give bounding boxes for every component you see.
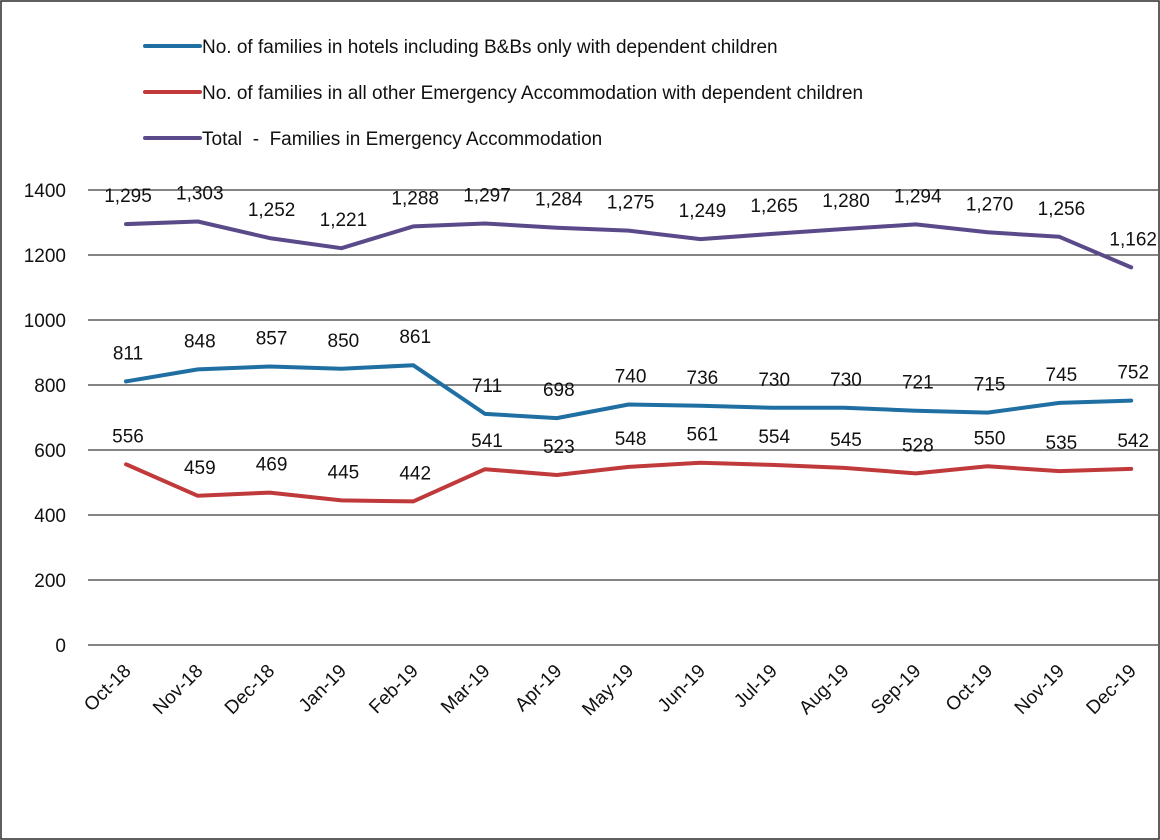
data-label: 528 [902, 435, 934, 456]
data-label: 752 [1117, 363, 1149, 384]
data-label: 715 [974, 375, 1006, 396]
data-label: 1,280 [822, 191, 870, 212]
data-label: 442 [399, 463, 431, 484]
data-label: 1,303 [176, 184, 224, 205]
data-label: 541 [471, 431, 503, 452]
legend: No. of families in hotels including B&Bs… [143, 37, 863, 150]
y-tick-label: 1200 [24, 246, 66, 267]
series-line-1 [124, 363, 1134, 421]
data-label: 556 [112, 426, 144, 447]
data-label: 535 [1046, 433, 1078, 454]
data-label: 523 [543, 437, 575, 458]
data-label: 857 [256, 328, 288, 349]
data-label: 1,256 [1038, 199, 1086, 220]
data-label: 861 [399, 327, 431, 348]
legend-label-2: No. of families in all other Emergency A… [202, 83, 863, 104]
data-label: 469 [256, 455, 288, 476]
data-label: 711 [472, 376, 502, 397]
data-label: 1,275 [607, 193, 655, 214]
data-label: 459 [184, 458, 216, 479]
data-label: 1,249 [679, 201, 727, 222]
data-label: 721 [902, 373, 934, 394]
data-label: 548 [615, 429, 647, 450]
data-label: 1,294 [894, 186, 942, 207]
series-line-2 [124, 460, 1134, 504]
data-label: 1,297 [463, 185, 511, 206]
data-label: 1,288 [391, 188, 439, 209]
data-label: 561 [687, 425, 719, 446]
data-label: 1,162 [1109, 229, 1157, 250]
series-line-3 [124, 219, 1134, 270]
data-label: 1,270 [966, 194, 1014, 215]
y-tick-label: 1400 [24, 181, 66, 202]
y-tick-label: 0 [55, 636, 66, 657]
data-label: 1,284 [535, 190, 583, 211]
data-label: 1,252 [248, 200, 296, 221]
data-label: 698 [543, 380, 575, 401]
data-label: 545 [830, 430, 862, 451]
data-label: 445 [328, 462, 360, 483]
gridlines [88, 189, 1158, 646]
y-tick-label: 400 [34, 506, 66, 527]
data-label: 848 [184, 331, 216, 352]
legend-label-3: Total - Families in Emergency Accommodat… [202, 129, 602, 150]
data-labels: 811 848 857 850 861 711 698 740 736 730 730 721 715 7… [104, 184, 1157, 485]
y-tick-label: 600 [34, 441, 66, 462]
data-label: 554 [758, 427, 790, 448]
data-label: 740 [615, 367, 647, 388]
data-label: 730 [830, 370, 862, 391]
y-axis-ticks: 0 200 400 600 800 1000 1200 1400 [24, 181, 66, 657]
data-label: 736 [687, 368, 719, 389]
y-tick-label: 1000 [24, 311, 66, 332]
series-lines [124, 219, 1134, 504]
y-tick-label: 800 [34, 376, 66, 397]
data-label: 1,221 [320, 210, 368, 231]
data-label: 542 [1117, 431, 1149, 452]
data-label: 1,295 [104, 186, 152, 207]
data-label: 811 [113, 343, 143, 364]
y-tick-label: 200 [34, 571, 66, 592]
data-label: 550 [974, 428, 1006, 449]
data-label: 730 [758, 370, 790, 391]
data-label: 745 [1046, 365, 1078, 386]
data-label: 1,265 [750, 196, 798, 217]
legend-label-1: No. of families in hotels including B&Bs… [202, 37, 778, 58]
data-label: 850 [328, 331, 360, 352]
